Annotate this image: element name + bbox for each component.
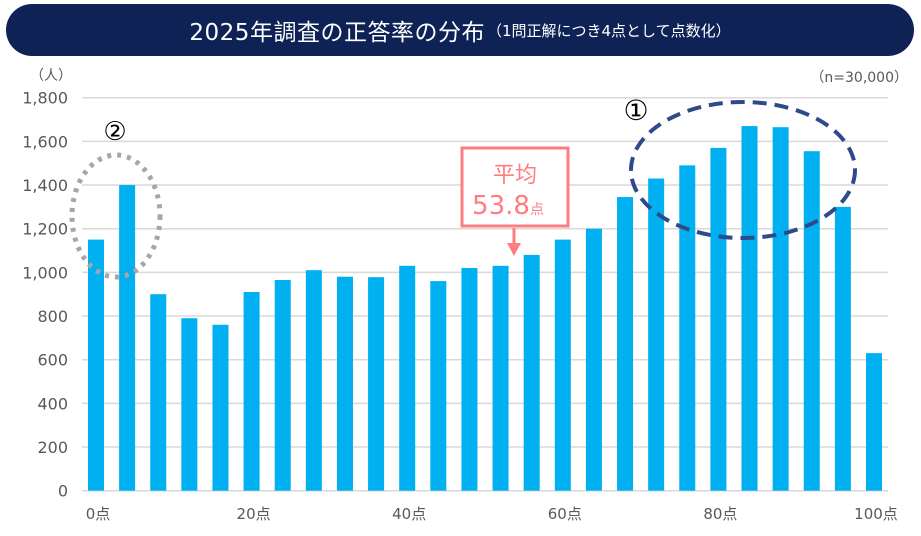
y-axis-unit: （人）	[30, 68, 72, 84]
bar	[803, 151, 820, 491]
marker-2: ②	[103, 117, 126, 147]
chart-title: 2025年調査の正答率の分布	[189, 20, 485, 46]
x-tick-label: 20点	[237, 505, 271, 523]
bar	[710, 147, 727, 491]
bar	[834, 206, 851, 491]
y-tick-label: 200	[37, 438, 68, 457]
bar	[430, 281, 447, 491]
y-tick-label: 400	[37, 394, 68, 413]
mean-callout: 平均 53.8点	[460, 146, 570, 256]
bar	[648, 178, 665, 491]
bar	[150, 294, 167, 491]
highlight-ellipse-1	[629, 100, 857, 240]
chart-subtitle: （1問正解につき4点として点数化）	[486, 21, 731, 40]
bar	[741, 126, 758, 491]
bar	[88, 239, 104, 491]
marker-1: ①	[623, 94, 648, 127]
y-tick-label: 1,400	[22, 176, 68, 195]
x-tick-label: 80点	[703, 505, 737, 523]
bar	[119, 185, 136, 491]
bar	[679, 165, 696, 491]
y-tick-label: 1,800	[22, 89, 68, 108]
bar	[492, 265, 509, 491]
y-tick-label: 1,200	[22, 220, 68, 239]
x-tick-label: 60点	[548, 505, 582, 523]
x-tick-label: 100点	[854, 505, 898, 523]
bar	[399, 265, 416, 491]
bar	[212, 324, 229, 491]
bar	[585, 228, 602, 491]
sample-size-note: （n=30,000）	[810, 70, 908, 86]
bar	[368, 277, 385, 491]
chart-title-bar: 2025年調査の正答率の分布 （1問正解につき4点として点数化）	[6, 4, 914, 56]
highlight-ellipse-2	[69, 152, 163, 280]
x-tick-label: 40点	[392, 505, 426, 523]
bar	[554, 239, 571, 491]
y-tick-label: 600	[37, 351, 68, 370]
bar	[305, 270, 322, 491]
bar	[274, 280, 291, 491]
mean-arrow-icon	[507, 243, 521, 256]
x-tick-label: 0点	[86, 505, 111, 523]
mean-value: 53.8点	[472, 191, 544, 221]
bar	[772, 127, 789, 491]
bar	[866, 353, 882, 491]
y-tick-label: 1,600	[22, 132, 68, 151]
bar	[617, 197, 634, 491]
bar	[523, 254, 540, 491]
bar	[461, 268, 478, 491]
mean-label: 平均	[493, 163, 537, 188]
y-tick-label: 1,000	[22, 263, 68, 282]
bar	[243, 292, 260, 491]
bar	[336, 276, 353, 491]
y-tick-label: 0	[58, 482, 68, 501]
y-tick-label: 800	[37, 307, 68, 326]
bar	[181, 318, 198, 491]
